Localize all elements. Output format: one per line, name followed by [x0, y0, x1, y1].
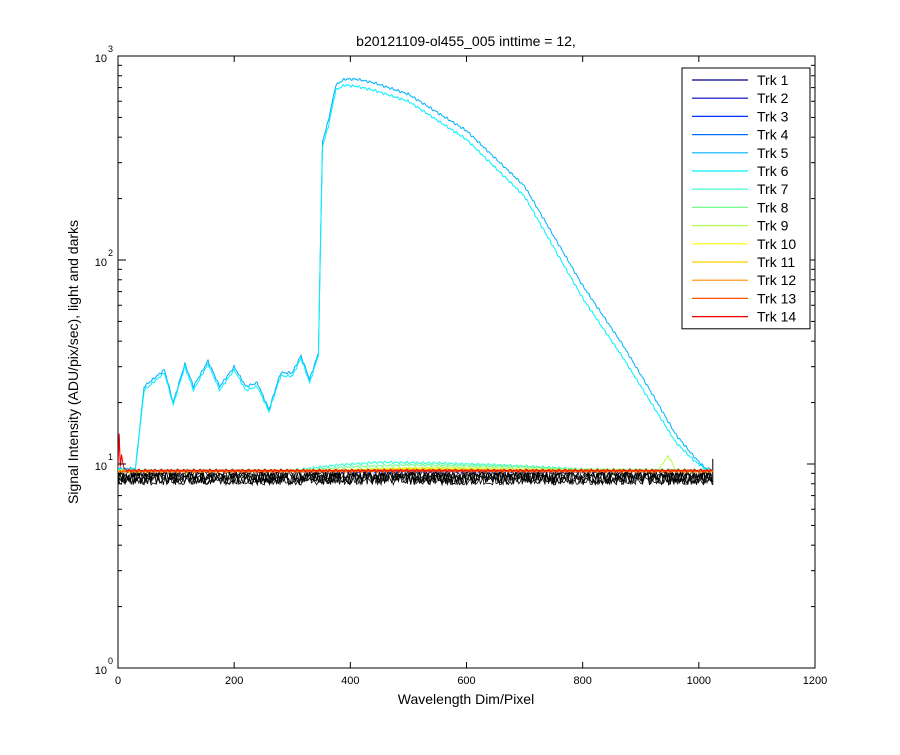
legend-label: Trk 12 — [757, 272, 796, 288]
series-layer — [118, 77, 714, 474]
series-line-14 — [118, 433, 713, 473]
y-axis-label: Signal Intensity (ADU/pix/sec), light an… — [65, 220, 81, 504]
legend-label: Trk 3 — [757, 108, 789, 124]
x-tick-label: 0 — [115, 675, 121, 687]
series-line-6 — [118, 84, 711, 473]
legend-label: Trk 13 — [757, 290, 796, 306]
y-tick-label-exponent: 1 — [108, 452, 113, 462]
legend-label: Trk 5 — [757, 145, 789, 161]
y-tick-label-base: 10 — [95, 257, 107, 269]
legend-label: Trk 7 — [757, 181, 789, 197]
legend-label: Trk 8 — [757, 199, 789, 215]
legend-label: Trk 10 — [757, 236, 796, 252]
x-tick-label: 600 — [457, 675, 475, 687]
series-line-5 — [118, 77, 711, 471]
legend-label: Trk 4 — [757, 127, 789, 143]
legend: Trk 1 Trk 2 Trk 3 Trk 4 Trk 5 Trk 6 Trk 7 Trk 8… — [681, 67, 811, 330]
x-tick-label: 200 — [225, 675, 243, 687]
x-tick-label: 400 — [341, 675, 359, 687]
legend-label: Trk 14 — [757, 309, 796, 325]
x-tick-label: 800 — [573, 675, 591, 687]
x-tick-label: 1200 — [803, 675, 827, 687]
y-tick-label-exponent: 2 — [108, 248, 113, 258]
legend-label: Trk 11 — [757, 254, 795, 270]
y-tick-label-exponent: 0 — [108, 656, 113, 666]
y-tick-label-base: 10 — [95, 53, 107, 65]
legend-label: Trk 6 — [757, 163, 789, 179]
legend-label: Trk 2 — [757, 90, 789, 106]
darks-layer — [118, 458, 714, 487]
legend-label: Trk 9 — [757, 218, 789, 234]
legend-box — [681, 67, 811, 330]
legend-label: Trk 1 — [757, 72, 789, 88]
x-axis-label: Wavelength Dim/Pixel — [398, 691, 534, 707]
x-tick-label: 1000 — [687, 675, 711, 687]
y-tick-label-exponent: 3 — [108, 44, 113, 54]
chart-title: b20121109-ol455_005 inttime = 12, — [356, 33, 576, 49]
y-tick-label-base: 10 — [95, 461, 107, 473]
y-tick-label-base: 10 — [95, 665, 107, 677]
